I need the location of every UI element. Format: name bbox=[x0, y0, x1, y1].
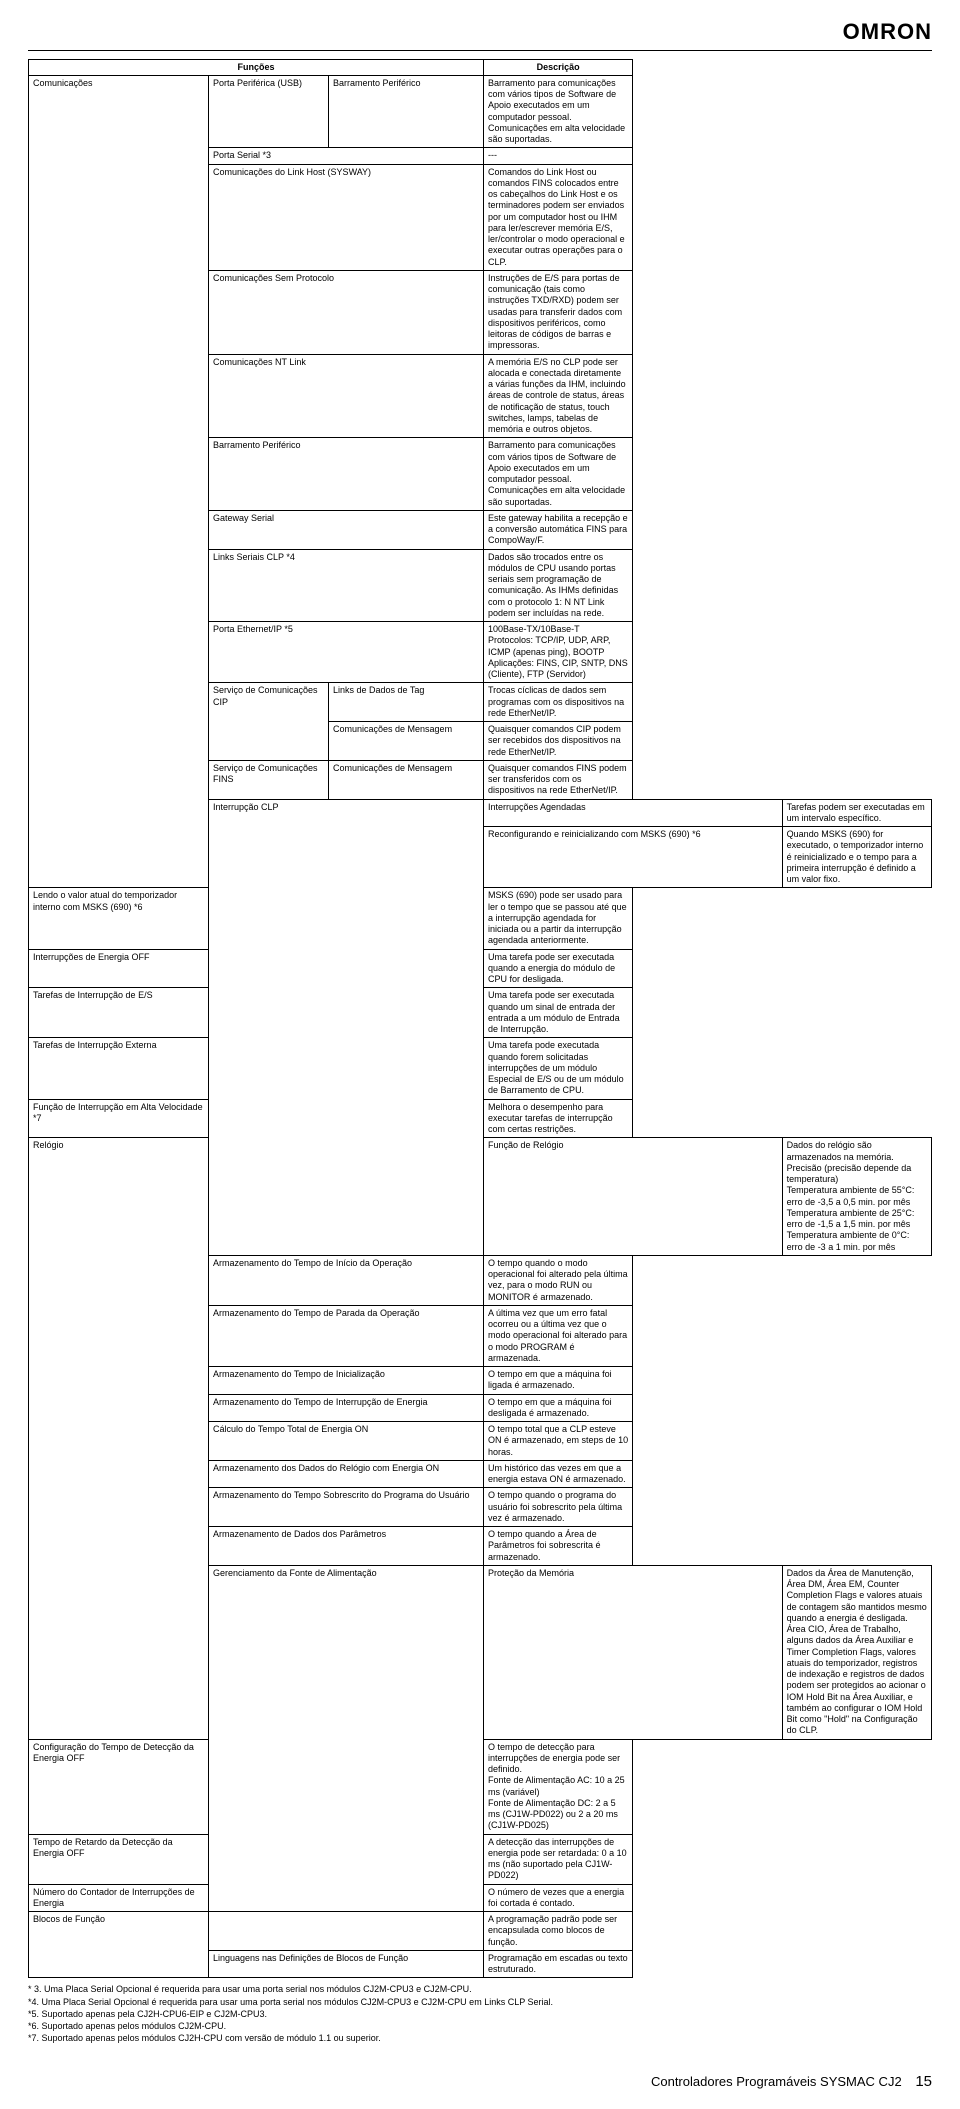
desc-cell: O tempo quando a Área de Parâmetros foi … bbox=[484, 1527, 633, 1566]
footnotes: * 3. Uma Placa Serial Opcional é requeri… bbox=[28, 1984, 932, 2044]
spec-table: FunçõesDescriçãoComunicaçõesPorta Perifé… bbox=[28, 59, 932, 1979]
desc-cell: A última vez que um erro fatal ocorreu o… bbox=[484, 1305, 633, 1366]
desc-cell: Quaisquer comandos FINS podem ser transf… bbox=[484, 760, 633, 799]
func-cell: Tarefas de Interrupção Externa bbox=[29, 1038, 209, 1099]
footnote: *7. Suportado apenas pelos módulos CJ2H-… bbox=[28, 2033, 932, 2044]
desc-cell: Barramento para comunicações com vários … bbox=[484, 438, 633, 511]
func-cell: Proteção da Memória bbox=[484, 1565, 783, 1739]
page-footer: Controladores Programáveis SYSMAC CJ2 15 bbox=[28, 2073, 932, 2092]
desc-cell: Instruções de E/S para portas de comunic… bbox=[484, 270, 633, 354]
desc-cell: 100Base-TX/10Base-TProtocolos: TCP/IP, U… bbox=[484, 622, 633, 683]
desc-cell: MSKS (690) pode ser usado para ler o tem… bbox=[484, 888, 633, 949]
category-cell: Relógio bbox=[29, 1138, 209, 1739]
desc-cell: A programação padrão pode ser encapsulad… bbox=[484, 1912, 633, 1951]
func-cell: Armazenamento do Tempo Sobrescrito do Pr… bbox=[209, 1488, 484, 1527]
desc-cell: Barramento para comunicações com vários … bbox=[484, 75, 633, 148]
desc-cell: Trocas cíclicas de dados sem programas c… bbox=[484, 683, 633, 722]
func-cell: Serviço de Comunicações CIP bbox=[209, 683, 329, 761]
desc-cell: Comandos do Link Host ou comandos FINS c… bbox=[484, 164, 633, 270]
func-cell: Interrupções Agendadas bbox=[484, 799, 783, 827]
table-row: Blocos de FunçãoA programação padrão pod… bbox=[29, 1912, 932, 1951]
desc-cell: O tempo total que a CLP esteve ON é arma… bbox=[484, 1422, 633, 1461]
subfunc-cell: Comunicações de Mensagem bbox=[329, 760, 484, 799]
desc-cell: Quando MSKS (690) for executado, o tempo… bbox=[782, 827, 931, 888]
footnote: * 3. Uma Placa Serial Opcional é requeri… bbox=[28, 1984, 932, 1995]
category-cell: Gerenciamento da Fonte de Alimentação bbox=[209, 1565, 484, 1911]
divider bbox=[28, 50, 932, 51]
desc-cell: O tempo quando o modo operacional foi al… bbox=[484, 1255, 633, 1305]
desc-cell: Quaisquer comandos CIP podem ser recebid… bbox=[484, 722, 633, 761]
desc-cell: O número de vezes que a energia foi cort… bbox=[484, 1884, 633, 1912]
subfunc-cell: Comunicações de Mensagem bbox=[329, 722, 484, 761]
func-cell: Configuração do Tempo de Detecção da Ene… bbox=[29, 1739, 209, 1834]
header-funcoes: Funções bbox=[29, 59, 484, 75]
func-cell: Armazenamento do Tempo de Início da Oper… bbox=[209, 1255, 484, 1305]
func-cell: Número do Contador de Interrupções de En… bbox=[29, 1884, 209, 1912]
footnote: *6. Suportado apenas pelos módulos CJ2M-… bbox=[28, 2021, 932, 2032]
desc-cell: Uma tarefa pode executada quando forem s… bbox=[484, 1038, 633, 1099]
func-cell: Gateway Serial bbox=[209, 510, 484, 549]
desc-cell: A detecção das interrupções de energia p… bbox=[484, 1834, 633, 1884]
table-row: ComunicaçõesPorta Periférica (USB)Barram… bbox=[29, 75, 932, 148]
footnote: *5. Suportado apenas pela CJ2H-CPU6-EIP … bbox=[28, 2009, 932, 2020]
desc-cell: Programação em escadas ou texto estrutur… bbox=[484, 1950, 633, 1978]
func-cell: Tarefas de Interrupção de E/S bbox=[29, 988, 209, 1038]
desc-cell: Tarefas podem ser executadas em um inter… bbox=[782, 799, 931, 827]
page-number: 15 bbox=[915, 2073, 932, 2090]
func-cell: Reconfigurando e reinicializando com MSK… bbox=[484, 827, 783, 888]
category-cell: Blocos de Função bbox=[29, 1912, 209, 1978]
subfunc-cell: Barramento Periférico bbox=[329, 75, 484, 148]
func-cell: Armazenamento do Tempo de Interrupção de… bbox=[209, 1394, 484, 1422]
func-cell: Tempo de Retardo da Detecção da Energia … bbox=[29, 1834, 209, 1884]
desc-cell: --- bbox=[484, 148, 633, 164]
func-cell bbox=[209, 1912, 484, 1951]
func-cell: Armazenamento dos Dados do Relógio com E… bbox=[209, 1460, 484, 1488]
header-descricao: Descrição bbox=[484, 59, 633, 75]
func-cell: Porta Periférica (USB) bbox=[209, 75, 329, 148]
desc-cell: Dados da Área de Manutenção, Área DM, Ár… bbox=[782, 1565, 931, 1739]
desc-cell: Este gateway habilita a recepção e a con… bbox=[484, 510, 633, 549]
func-cell: Armazenamento do Tempo de Inicialização bbox=[209, 1367, 484, 1395]
func-cell: Função de Relógio bbox=[484, 1138, 783, 1256]
func-cell: Comunicações do Link Host (SYSWAY) bbox=[209, 164, 484, 270]
subfunc-cell: Links de Dados de Tag bbox=[329, 683, 484, 722]
desc-cell: Dados são trocados entre os módulos de C… bbox=[484, 549, 633, 622]
category-cell: Comunicações bbox=[29, 75, 209, 888]
desc-cell: O tempo em que a máquina foi ligada é ar… bbox=[484, 1367, 633, 1395]
desc-cell: Dados do relógio são armazenados na memó… bbox=[782, 1138, 931, 1256]
desc-cell: Uma tarefa pode ser executada quando a e… bbox=[484, 949, 633, 988]
desc-cell: O tempo em que a máquina foi desligada é… bbox=[484, 1394, 633, 1422]
func-cell: Porta Ethernet/IP *5 bbox=[209, 622, 484, 683]
func-cell: Linguagens nas Definições de Blocos de F… bbox=[209, 1950, 484, 1978]
func-cell: Comunicações NT Link bbox=[209, 354, 484, 438]
func-cell: Armazenamento de Dados dos Parâmetros bbox=[209, 1527, 484, 1566]
brand-logo: OMRON bbox=[28, 18, 932, 50]
document-page: OMRON FunçõesDescriçãoComunicaçõesPorta … bbox=[0, 0, 960, 2109]
func-cell: Porta Serial *3 bbox=[209, 148, 484, 164]
desc-cell: Um histórico das vezes em que a energia … bbox=[484, 1460, 633, 1488]
func-cell: Lendo o valor atual do temporizador inte… bbox=[29, 888, 209, 949]
desc-cell: Melhora o desempenho para executar taref… bbox=[484, 1099, 633, 1138]
desc-cell: O tempo quando o programa do usuário foi… bbox=[484, 1488, 633, 1527]
desc-cell: O tempo de detecção para interrupções de… bbox=[484, 1739, 633, 1834]
category-cell: Interrupção CLP bbox=[209, 799, 484, 1255]
func-cell: Comunicações Sem Protocolo bbox=[209, 270, 484, 354]
func-cell: Cálculo do Tempo Total de Energia ON bbox=[209, 1422, 484, 1461]
func-cell: Interrupções de Energia OFF bbox=[29, 949, 209, 988]
func-cell: Armazenamento do Tempo de Parada da Oper… bbox=[209, 1305, 484, 1366]
footer-title: Controladores Programáveis SYSMAC CJ2 bbox=[651, 2074, 902, 2089]
func-cell: Barramento Periférico bbox=[209, 438, 484, 511]
func-cell: Serviço de Comunicações FINS bbox=[209, 760, 329, 799]
desc-cell: Uma tarefa pode ser executada quando um … bbox=[484, 988, 633, 1038]
func-cell: Função de Interrupção em Alta Velocidade… bbox=[29, 1099, 209, 1138]
desc-cell: A memória E/S no CLP pode ser alocada e … bbox=[484, 354, 633, 438]
func-cell: Links Seriais CLP *4 bbox=[209, 549, 484, 622]
footnote: *4. Uma Placa Serial Opcional é requerid… bbox=[28, 1997, 932, 2008]
